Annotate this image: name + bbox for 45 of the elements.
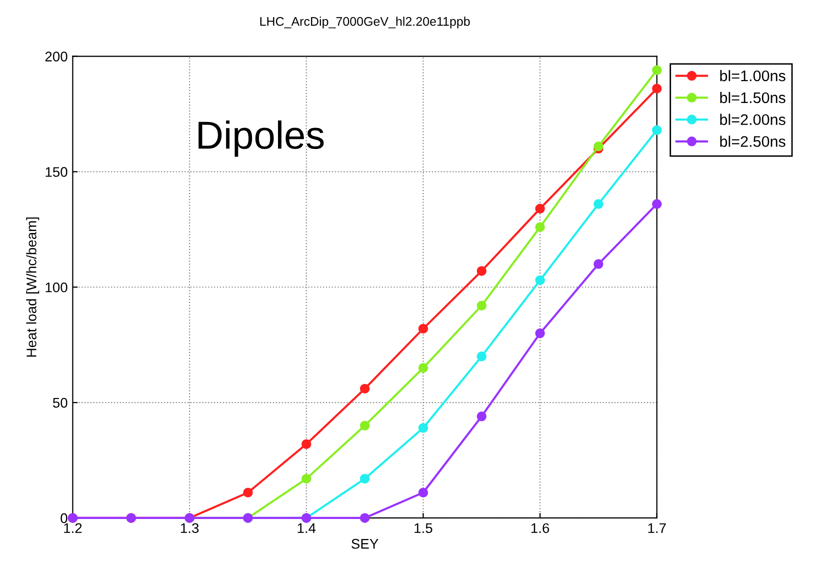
point [476,412,486,422]
point [535,222,545,232]
point [360,384,370,394]
legend-label: bl=2.00ns [720,114,786,126]
point [302,474,312,484]
point [418,423,428,433]
point [360,474,370,484]
x-tick-label: 1.4 [298,523,316,533]
point [418,363,428,373]
x-tick-label: 1.3 [180,523,199,534]
point [476,266,486,276]
point [535,275,545,286]
point [594,141,604,152]
point [476,300,486,310]
point [652,199,662,209]
point [535,328,545,338]
point [302,439,312,449]
point [535,204,545,214]
y-tick-label: 100 [46,282,68,292]
y-tick-label: 50 [52,398,68,408]
x-tick-label: 1.6 [531,523,550,534]
point [476,352,486,362]
legend-label: bl=1.50ns [720,92,786,104]
y-tick-label: 200 [45,52,68,62]
chart-title: LHC_ArcDip_7000GeV_hl2.20e11ppb [260,16,470,28]
y-tick-label: 150 [46,167,68,177]
x-tick-label: 1.5 [414,523,432,534]
point [360,513,370,523]
point [243,488,253,498]
y-axis-title: Heat load [W/hc/beam] [26,217,40,357]
point [652,65,662,76]
point [418,324,428,334]
point [594,199,604,209]
y-tick-label: 0 [60,513,68,524]
annotation: Dipoles [198,120,324,157]
point [652,84,662,94]
x-tick-label: 1.2 [64,523,82,533]
legend-label: bl=1.00ns [720,70,786,82]
point [418,488,428,498]
point [360,420,370,430]
point [652,125,662,136]
x-tick-label: 1.7 [648,523,666,533]
x-axis-title: SEY [352,538,378,549]
point [594,259,604,269]
legend-label: bl=2.50ns [720,136,786,147]
